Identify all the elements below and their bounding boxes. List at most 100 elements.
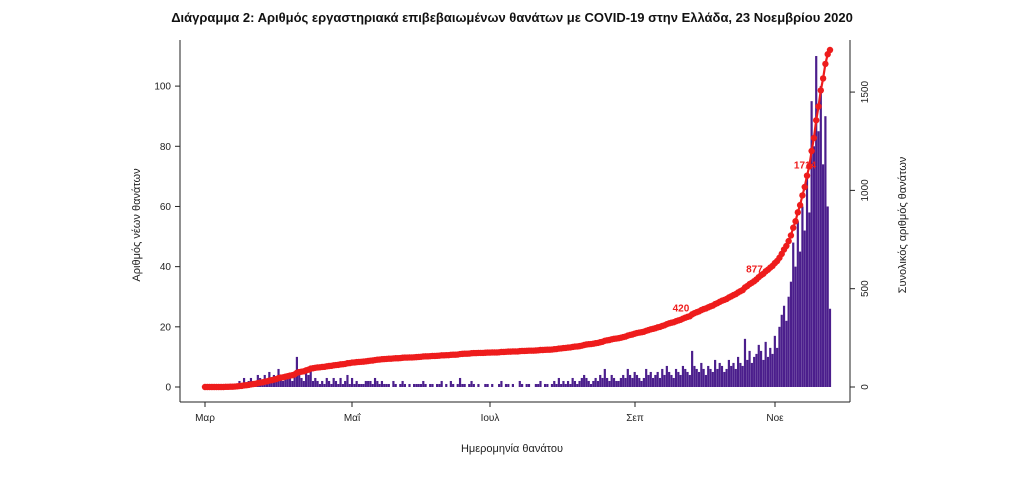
bar: [311, 380, 315, 387]
bar: [417, 383, 420, 387]
y2-tick-label: 1500: [860, 81, 871, 104]
bar: [371, 383, 374, 387]
bar: [702, 368, 705, 387]
bar: [284, 374, 287, 387]
bar: [714, 359, 717, 387]
bar: [302, 380, 305, 387]
bar: [553, 380, 556, 387]
bar: [438, 383, 441, 387]
bar: [787, 296, 790, 387]
bar: [392, 380, 395, 387]
cumulative-point: [796, 201, 804, 209]
y2-tick-label: 500: [860, 280, 871, 297]
bar: [369, 380, 372, 387]
bar: [357, 383, 361, 387]
cumulative-point: [819, 75, 827, 82]
x-tick-label: Μαρ: [195, 413, 215, 424]
bar: [757, 344, 760, 387]
y-tick-label: 40: [160, 262, 172, 273]
bar: [732, 362, 735, 387]
bar: [424, 383, 427, 387]
bar: [318, 383, 321, 387]
bar: [612, 377, 616, 387]
bar: [571, 377, 574, 387]
bar: [270, 380, 273, 387]
bar: [498, 383, 501, 387]
cumulative-point: [783, 242, 790, 250]
bar: [812, 146, 816, 387]
y-tick-label: 60: [160, 202, 172, 213]
bar: [348, 383, 351, 387]
bar: [764, 341, 767, 387]
bar: [638, 377, 641, 387]
bar: [622, 374, 625, 387]
bar: [720, 365, 724, 387]
bar: [815, 56, 818, 388]
bar: [596, 380, 600, 387]
cumulative-point: [817, 87, 825, 94]
bar: [679, 374, 682, 387]
bar: [387, 383, 390, 387]
x-tick-label: Σεπ: [626, 413, 644, 424]
bar: [456, 383, 459, 387]
bar: [805, 176, 809, 387]
bar: [373, 377, 377, 387]
y2-tick-label: 1000: [860, 179, 871, 202]
bar: [385, 383, 388, 387]
bar: [755, 353, 758, 387]
bar: [624, 377, 627, 387]
bar: [341, 383, 344, 387]
bar: [344, 380, 347, 387]
bar: [709, 368, 712, 387]
bar: [364, 380, 367, 387]
bar: [776, 347, 779, 387]
y-tick-label: 100: [154, 82, 171, 93]
bar: [617, 380, 620, 387]
bar: [486, 383, 489, 387]
bar: [824, 116, 827, 388]
bar: [300, 377, 303, 387]
bar: [753, 356, 756, 387]
bar: [725, 368, 728, 387]
bar: [736, 356, 740, 387]
bar: [658, 377, 662, 387]
bar: [399, 383, 402, 387]
bar: [291, 380, 294, 387]
bar: [534, 383, 537, 387]
bar: [615, 380, 618, 387]
bar: [686, 371, 689, 387]
bar: [723, 371, 726, 387]
cumulative-point: [787, 232, 795, 239]
cumulative-annotation: 1714: [794, 161, 817, 172]
bar: [580, 377, 583, 387]
bar: [415, 383, 418, 387]
bar: [766, 356, 770, 387]
bar: [782, 305, 786, 387]
bar: [670, 374, 673, 387]
cumulative-point: [826, 46, 834, 54]
bar: [730, 365, 733, 387]
bar: [810, 101, 813, 387]
x-tick-label: Ιουλ: [481, 413, 500, 424]
bar: [585, 377, 588, 387]
bar: [656, 371, 659, 387]
bar: [562, 380, 565, 387]
bar: [350, 377, 354, 387]
bar: [608, 380, 611, 387]
bar: [778, 326, 781, 387]
bar: [711, 371, 714, 387]
bar: [663, 374, 666, 387]
chart-title: Διάγραμμα 2: Αριθμός εργαστηριακά επιβεβ…: [171, 10, 853, 25]
bar: [360, 383, 363, 387]
bar: [695, 368, 698, 387]
bar: [518, 380, 521, 387]
bar: [700, 362, 703, 387]
bar: [288, 374, 292, 387]
bar: [325, 377, 328, 387]
bar: [665, 365, 668, 387]
bar: [546, 383, 549, 387]
cumulative-annotation: 420: [673, 304, 690, 315]
bar: [394, 383, 397, 387]
bar: [578, 380, 581, 387]
